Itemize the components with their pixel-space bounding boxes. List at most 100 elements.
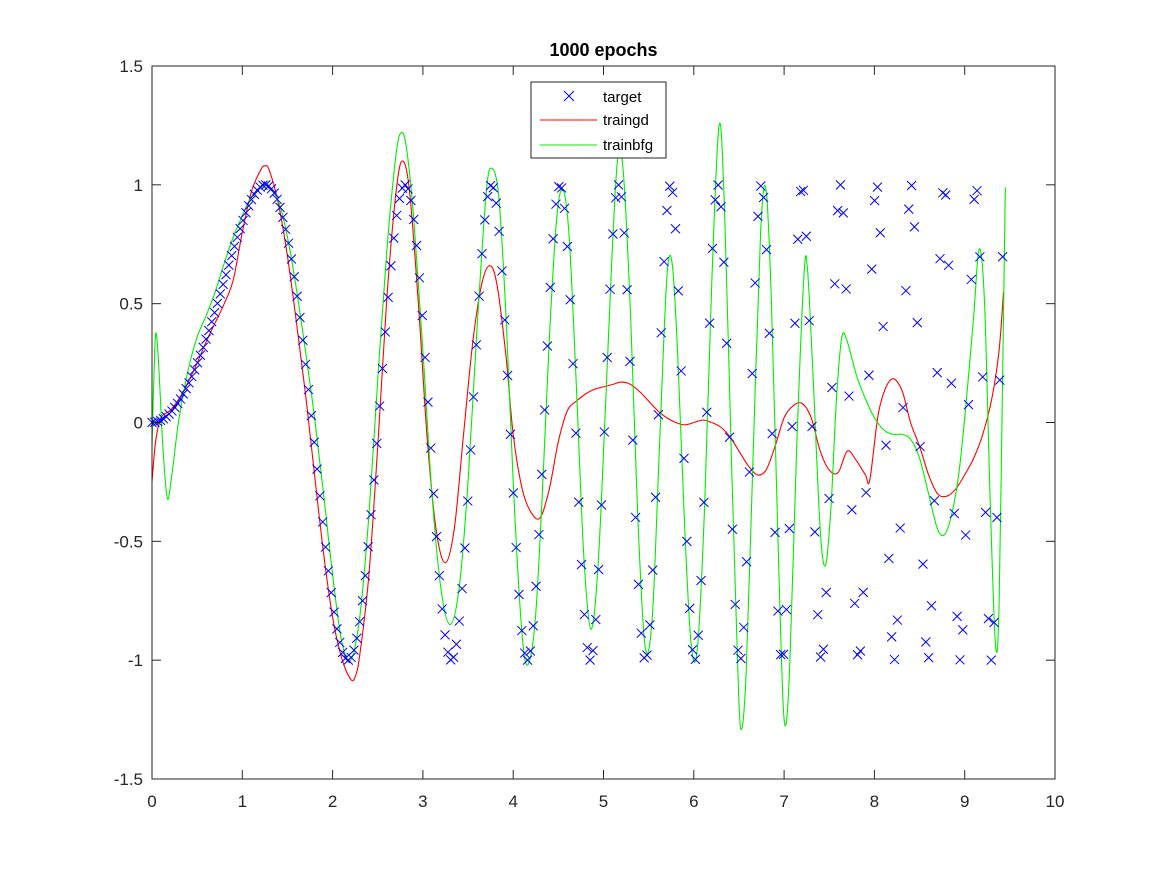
target-point bbox=[255, 182, 265, 192]
target-point bbox=[861, 487, 871, 498]
target-point bbox=[730, 599, 741, 610]
target-point bbox=[556, 183, 567, 193]
target-point bbox=[940, 190, 951, 200]
target-point bbox=[374, 401, 385, 411]
target-point bbox=[209, 307, 220, 318]
x-tick-label: 3 bbox=[418, 792, 427, 811]
target-point bbox=[923, 652, 934, 663]
target-point bbox=[787, 421, 797, 432]
target-point bbox=[986, 655, 997, 665]
target-point bbox=[573, 497, 584, 507]
target-point bbox=[997, 251, 1008, 262]
target-point bbox=[482, 191, 493, 202]
target-point bbox=[283, 238, 294, 249]
target-point bbox=[568, 358, 578, 369]
target-point bbox=[363, 541, 374, 552]
target-point bbox=[650, 492, 661, 503]
target-point bbox=[605, 284, 615, 295]
target-point bbox=[866, 264, 877, 275]
target-point bbox=[266, 183, 277, 194]
target-point bbox=[229, 241, 240, 252]
x-tick-label: 6 bbox=[689, 792, 698, 811]
target-point bbox=[525, 646, 536, 656]
legend-label-target: target bbox=[603, 89, 642, 106]
target-point bbox=[608, 229, 618, 239]
target-point bbox=[838, 208, 849, 218]
target-point bbox=[565, 294, 576, 305]
target-point bbox=[491, 198, 502, 208]
target-point bbox=[494, 226, 504, 237]
target-point bbox=[864, 370, 874, 381]
target-point bbox=[460, 543, 470, 553]
target-point bbox=[576, 559, 587, 570]
target-point bbox=[798, 185, 809, 196]
target-point bbox=[824, 493, 834, 504]
target-point bbox=[832, 205, 843, 216]
target-point bbox=[386, 260, 396, 271]
target-point bbox=[895, 523, 906, 533]
target-point bbox=[536, 469, 547, 480]
target-point bbox=[417, 310, 428, 321]
target-point bbox=[827, 382, 837, 393]
target-point bbox=[406, 195, 416, 206]
target-point bbox=[653, 409, 664, 420]
target-point bbox=[915, 441, 925, 452]
y-tick-label: 1.5 bbox=[119, 57, 143, 76]
target-point bbox=[758, 192, 769, 203]
target-point bbox=[622, 284, 632, 295]
target-point bbox=[935, 253, 945, 264]
target-point bbox=[761, 244, 772, 255]
target-point bbox=[963, 399, 974, 410]
target-point bbox=[696, 575, 706, 586]
target-point bbox=[357, 595, 368, 606]
target-point bbox=[636, 628, 647, 639]
target-point bbox=[679, 453, 689, 464]
target-point bbox=[829, 278, 840, 289]
target-point bbox=[710, 194, 721, 205]
target-point bbox=[317, 517, 328, 527]
target-point bbox=[892, 615, 903, 625]
target-point bbox=[514, 589, 524, 600]
target-point bbox=[727, 524, 738, 535]
target-point bbox=[528, 621, 539, 631]
target-point bbox=[721, 338, 732, 349]
target-point bbox=[218, 279, 228, 290]
target-point bbox=[898, 402, 908, 413]
target-point bbox=[992, 512, 1002, 523]
y-tick-label: -1 bbox=[128, 651, 143, 670]
target-point bbox=[741, 556, 752, 567]
target-point bbox=[767, 428, 778, 439]
target-point bbox=[334, 637, 345, 648]
target-point bbox=[531, 581, 541, 592]
target-point bbox=[451, 639, 462, 650]
target-point bbox=[909, 222, 920, 232]
x-tick-label: 5 bbox=[599, 792, 608, 811]
target-point bbox=[855, 646, 866, 656]
target-point bbox=[369, 475, 379, 485]
target-point bbox=[249, 189, 260, 200]
target-point bbox=[807, 421, 817, 432]
target-point bbox=[437, 604, 448, 614]
target-point bbox=[693, 630, 704, 641]
target-point bbox=[226, 250, 237, 261]
target-point bbox=[667, 187, 678, 198]
target-point bbox=[388, 233, 399, 243]
target-point bbox=[736, 653, 746, 664]
target-point bbox=[269, 188, 280, 198]
target-point bbox=[485, 180, 496, 191]
target-point bbox=[883, 553, 894, 564]
target-point bbox=[423, 397, 433, 408]
target-point bbox=[221, 269, 231, 280]
target-point bbox=[901, 285, 911, 296]
target-point bbox=[278, 212, 288, 223]
target-point bbox=[585, 655, 595, 665]
target-point bbox=[713, 180, 723, 190]
target-point bbox=[431, 531, 442, 542]
target-point bbox=[673, 286, 684, 296]
target-point bbox=[192, 357, 203, 368]
target-point bbox=[292, 291, 302, 302]
target-point bbox=[952, 611, 962, 622]
target-point bbox=[314, 490, 325, 501]
target-point bbox=[920, 637, 931, 647]
